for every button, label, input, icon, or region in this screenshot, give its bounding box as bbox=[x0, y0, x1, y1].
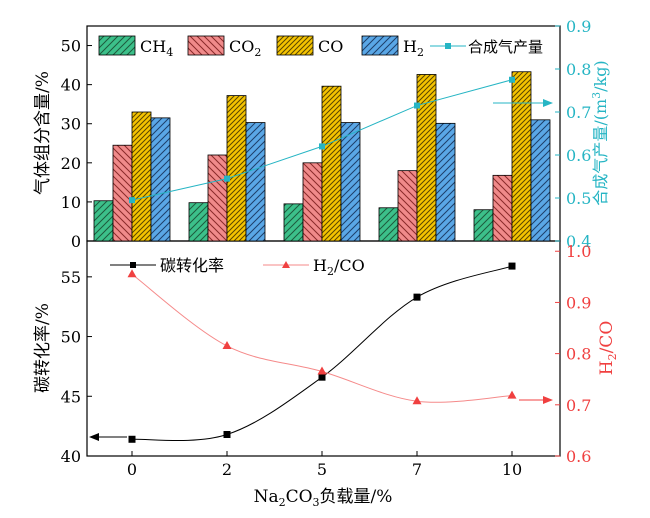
conversion-point-5 bbox=[318, 373, 326, 381]
conversion-point-7 bbox=[413, 293, 421, 301]
bar-ch4-5 bbox=[283, 203, 304, 242]
legend-marker-syngas bbox=[445, 43, 451, 49]
bar-h2-10 bbox=[530, 119, 551, 242]
bar-ch4-10 bbox=[473, 209, 494, 242]
top-y2-axis-title: 合成气产量/(m3/kg) bbox=[590, 60, 610, 205]
x-tick-label-0: 0 bbox=[127, 460, 137, 479]
legend-swatch-ch4 bbox=[98, 35, 136, 56]
x-tick-label-5: 5 bbox=[317, 460, 327, 479]
conversion-point-0 bbox=[128, 435, 136, 443]
top-legend: CH4 CO2 CO H2 合成气产量 bbox=[98, 35, 543, 59]
ratio-line bbox=[131, 273, 513, 403]
bottom-y-tick-label-50: 50 bbox=[61, 328, 81, 347]
syngas-point-5 bbox=[319, 143, 325, 150]
syngas-point-7 bbox=[414, 102, 420, 109]
legend-marker-conv bbox=[130, 262, 136, 268]
bar-ch4-0 bbox=[93, 200, 114, 242]
conversion-point-10 bbox=[508, 262, 516, 270]
legend-label-conv: 碳转化率 bbox=[160, 256, 224, 275]
legend-marker-ratio bbox=[282, 261, 290, 268]
top-syngas-line-group bbox=[129, 76, 515, 204]
x-tick-label-2: 2 bbox=[222, 460, 232, 479]
bottom-y2-tick-label-0.9: 0.9 bbox=[566, 293, 591, 312]
x-tick-label-7: 7 bbox=[412, 460, 422, 479]
legend-swatch-co bbox=[276, 35, 314, 56]
legend-label-ch4: CH4 bbox=[140, 37, 173, 59]
bottom-lines-group bbox=[127, 262, 517, 443]
top-y-tick-label-30: 30 bbox=[61, 115, 81, 134]
bar-co2-7 bbox=[397, 170, 418, 242]
bar-h2-5 bbox=[340, 122, 361, 242]
ratio-point-0 bbox=[127, 269, 137, 278]
arrow-to-y-bottom bbox=[89, 433, 127, 441]
top-y2-tick-label-0.8: 0.8 bbox=[566, 60, 591, 79]
bar-h2-0 bbox=[150, 117, 171, 242]
top-y2-tick-label-0.5: 0.5 bbox=[566, 189, 591, 208]
bar-h2-2 bbox=[245, 122, 266, 242]
bar-co-2 bbox=[226, 95, 247, 242]
top-y-tick-label-10: 10 bbox=[61, 193, 81, 212]
bar-h2-7 bbox=[435, 122, 456, 242]
top-y2-axis: 0.4 0.5 0.6 0.7 0.8 0.9 bbox=[555, 17, 591, 251]
x-axis: 0 2 5 7 10 bbox=[127, 451, 522, 479]
bottom-y2-axis-title: H2/CO bbox=[597, 321, 619, 376]
bar-co-7 bbox=[416, 74, 437, 242]
legend-label-co: CO bbox=[318, 37, 343, 56]
top-y-axis-title: 气体组分含量/% bbox=[33, 71, 53, 195]
bar-co2-5 bbox=[302, 162, 323, 242]
bottom-y2-tick-label-0.8: 0.8 bbox=[566, 345, 591, 364]
legend-label-ratio: H2/CO bbox=[313, 256, 365, 278]
bottom-y2-tick-label-1: 1.0 bbox=[566, 242, 591, 261]
top-y2-tick-label-0.6: 0.6 bbox=[566, 146, 591, 165]
bottom-legend: 碳转化率 H2/CO bbox=[110, 256, 365, 278]
top-y2-tick-label-0.9: 0.9 bbox=[566, 17, 591, 36]
bar-co-10 bbox=[511, 71, 532, 242]
bar-co2-0 bbox=[112, 144, 133, 242]
ratio-point-7 bbox=[412, 396, 422, 405]
top-y2-tick-label-0.7: 0.7 bbox=[566, 103, 591, 122]
bar-ch4-7 bbox=[378, 207, 399, 242]
syngas-point-10 bbox=[509, 76, 515, 83]
bar-co2-10 bbox=[492, 174, 513, 242]
legend-swatch-co2 bbox=[187, 35, 225, 56]
ratio-point-5 bbox=[317, 366, 327, 375]
legend-label-h2: H2 bbox=[403, 37, 424, 59]
legend-swatch-h2 bbox=[361, 35, 399, 56]
arrow-to-y2-bottom bbox=[519, 396, 553, 404]
bar-co2-2 bbox=[207, 154, 228, 242]
syngas-point-2 bbox=[224, 175, 230, 182]
top-y2-tick-label-0.4: 0.4 bbox=[566, 232, 591, 251]
syngas-point-0 bbox=[129, 197, 135, 204]
bottom-y-tick-label-55: 55 bbox=[61, 268, 81, 287]
bar-co-5 bbox=[321, 85, 342, 242]
top-bars-group bbox=[93, 71, 551, 242]
bar-ch4-2 bbox=[188, 202, 209, 242]
conversion-point-2 bbox=[223, 431, 231, 438]
top-y-tick-label-20: 20 bbox=[61, 154, 81, 173]
legend-label-syngas: 合成气产量 bbox=[468, 38, 543, 56]
bottom-y-tick-label-40: 40 bbox=[61, 447, 81, 466]
top-y-tick-label-40: 40 bbox=[61, 76, 81, 95]
bar-co-0 bbox=[131, 111, 152, 242]
top-y-tick-label-0: 0 bbox=[71, 232, 81, 251]
bottom-y2-tick-label-0.7: 0.7 bbox=[566, 396, 591, 415]
bottom-y-axis: 40 45 50 55 bbox=[61, 268, 92, 466]
x-tick-label-10: 10 bbox=[502, 460, 522, 479]
ratio-point-2 bbox=[222, 340, 232, 349]
x-axis-title: Na2CO3负载量/% bbox=[254, 487, 393, 509]
top-y-tick-label-50: 50 bbox=[61, 37, 81, 56]
conversion-line bbox=[131, 265, 513, 441]
bottom-y2-axis: 0.6 0.7 0.8 0.9 1.0 bbox=[555, 242, 591, 466]
bottom-y2-tick-label-0.6: 0.6 bbox=[566, 447, 591, 466]
ratio-point-10 bbox=[507, 390, 517, 399]
arrow-to-y2-top bbox=[493, 99, 553, 107]
top-y-axis: 0 10 20 30 40 50 bbox=[61, 37, 92, 251]
bottom-y-axis-title: 碳转化率/% bbox=[33, 303, 53, 393]
bottom-y-tick-label-45: 45 bbox=[61, 387, 81, 406]
legend-label-co2: CO2 bbox=[229, 37, 261, 59]
